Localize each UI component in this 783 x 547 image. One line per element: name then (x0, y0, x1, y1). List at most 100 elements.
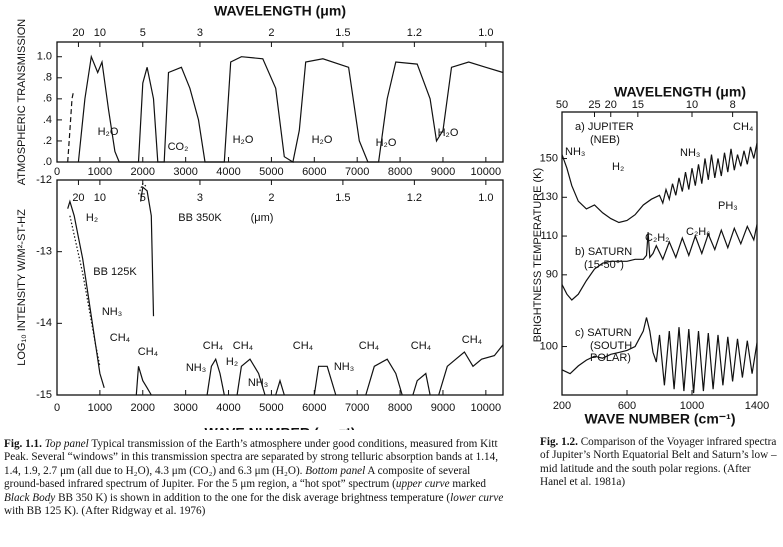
annotation: NH₃ (565, 146, 585, 158)
annotation: CH₄ (359, 340, 380, 352)
wavelength-tick-label: 50 (556, 99, 568, 111)
spectrum-curve (561, 142, 758, 224)
spectrum-curve (67, 92, 74, 163)
caption-text: A composite of several ground-based infr… (4, 464, 471, 491)
annotation: C₂H₂ (645, 232, 669, 244)
wavelength-tick-label: 10 (94, 27, 106, 39)
x-tick-label: 3000 (173, 402, 197, 414)
x-tick-label: 6000 (302, 166, 326, 178)
annotation: H₂O (98, 126, 119, 138)
wavelength-tick-label: 20 (72, 27, 84, 39)
annotation: (NEB) (590, 134, 620, 146)
y-tick-label: .4 (43, 114, 52, 126)
x-tick-label: 1000 (88, 402, 112, 414)
annotation: POLAR) (590, 352, 631, 364)
y-tick-label: .2 (43, 135, 52, 147)
x-tick-label: 2000 (131, 166, 155, 178)
x-tick-label: 9000 (431, 402, 455, 414)
caption-label: Fig. 1.2. (540, 436, 578, 448)
axis-title: WAVELENGTH (μm) (614, 84, 746, 100)
wavelength-tick-label: 1.5 (335, 192, 350, 204)
annotation: NH₃ (680, 147, 700, 159)
y-axis-title: LOG₁₀ INTENSITY W/M²-ST-HZ (16, 209, 28, 366)
x-tick-label: 600 (618, 400, 636, 412)
y-tick-label: -14 (36, 317, 52, 329)
annotation: CH₄ (203, 340, 224, 352)
x-tick-label: 6000 (302, 402, 326, 414)
wavelength-tick-label: 5 (140, 27, 146, 39)
plot-frame (56, 179, 504, 396)
wavelength-tick-label: 2 (268, 192, 274, 204)
wavelength-tick-label: 1.2 (407, 27, 422, 39)
caption-italic: upper curve (395, 478, 450, 491)
annotation: (15-50°) (584, 259, 624, 271)
annotation: CH₄ (462, 334, 483, 346)
annotation: CH₄ (138, 346, 159, 358)
annotation: BB 350K (178, 212, 222, 224)
x-tick-label: 9000 (431, 166, 455, 178)
annotation: CO₂ (168, 141, 189, 153)
figures: WAVELENGTH (μm) WAVE NUMBER (cm⁻¹) ATMOSPH… (16, 3, 769, 430)
x-tick-label: 7000 (345, 402, 369, 414)
annotation: CH₄ (411, 340, 432, 352)
y-tick-label: -12 (36, 174, 52, 186)
x-tick-label: 4000 (216, 166, 240, 178)
caption-text: with BB 125 K). (After Ridgway et al. 19… (4, 505, 206, 518)
x-tick-label: 10000 (471, 166, 502, 178)
y-tick-label: 90 (546, 269, 558, 281)
caption-text: marked (449, 478, 486, 491)
x-tick-label: 1400 (745, 400, 769, 412)
y-tick-label: 110 (540, 230, 558, 242)
y-tick-label: .0 (43, 156, 52, 168)
y-tick-label: .8 (43, 72, 52, 84)
y-tick-label: 1.0 (37, 51, 52, 63)
caption-text: Typical transmission of the Earth’s atmo… (4, 438, 498, 477)
wavelength-tick-label: 10 (686, 99, 698, 111)
x-tick-label: 5000 (259, 166, 283, 178)
annotation: H₂ (86, 212, 98, 224)
annotation: NH₃ (186, 362, 206, 374)
annotation: H₂O (438, 127, 459, 139)
annotation: H₂O (233, 134, 254, 146)
x-tick-label: 3000 (173, 166, 197, 178)
spectrum-curve (561, 317, 758, 394)
plot-frame (561, 111, 758, 396)
plot-frame (56, 41, 504, 163)
y-axis-title: ATMOSPHERIC TRANSMISSION (16, 19, 28, 186)
annotation: CH₄ (233, 340, 254, 352)
y-tick-label: .6 (43, 93, 52, 105)
axis-title: WAVE NUMBER (cm⁻¹) (204, 425, 355, 430)
wavelength-tick-label: 10 (94, 192, 106, 204)
x-tick-label: 10000 (471, 402, 502, 414)
annotation: (SOUTH (590, 340, 632, 352)
y-axis-title: BRIGHTNESS TEMPERATURE (K) (532, 168, 544, 342)
wavelength-tick-label: 2 (268, 27, 274, 39)
caption-text: BB 350 K) is shown in addition to the on… (55, 491, 451, 504)
wavelength-tick-label: 3 (197, 192, 203, 204)
spectrum-curve (561, 224, 758, 301)
axis-title: WAVE NUMBER (cm⁻¹) (584, 411, 735, 427)
y-tick-label: 100 (540, 340, 558, 352)
x-tick-label: 5000 (259, 402, 283, 414)
axis-title: WAVELENGTH (μm) (214, 3, 346, 19)
y-tick-label: -13 (36, 246, 52, 258)
x-tick-label: 2000 (131, 402, 155, 414)
y-tick-label: -15 (36, 389, 52, 401)
annotation: PH₃ (718, 200, 738, 212)
wavelength-tick-label: 1.5 (335, 27, 350, 39)
annotation: H₂ (226, 356, 238, 368)
x-tick-label: 8000 (388, 402, 412, 414)
spectrum-curve (140, 186, 155, 317)
caption-italic: Top panel (44, 438, 89, 450)
x-tick-label: 1000 (680, 400, 704, 412)
annotation: (μm) (251, 212, 274, 224)
x-tick-label: 200 (553, 400, 571, 412)
x-tick-label: 7000 (345, 166, 369, 178)
wavelength-tick-label: 5 (140, 192, 146, 204)
annotation: CH₄ (110, 332, 131, 344)
x-tick-label: 4000 (216, 402, 240, 414)
caption-2: Fig. 1.2. Comparison of the Voyager infr… (540, 436, 778, 490)
wavelength-tick-label: 20 (72, 192, 84, 204)
caption-italic: Black Body (4, 491, 56, 504)
spectrum-curve (77, 54, 504, 163)
